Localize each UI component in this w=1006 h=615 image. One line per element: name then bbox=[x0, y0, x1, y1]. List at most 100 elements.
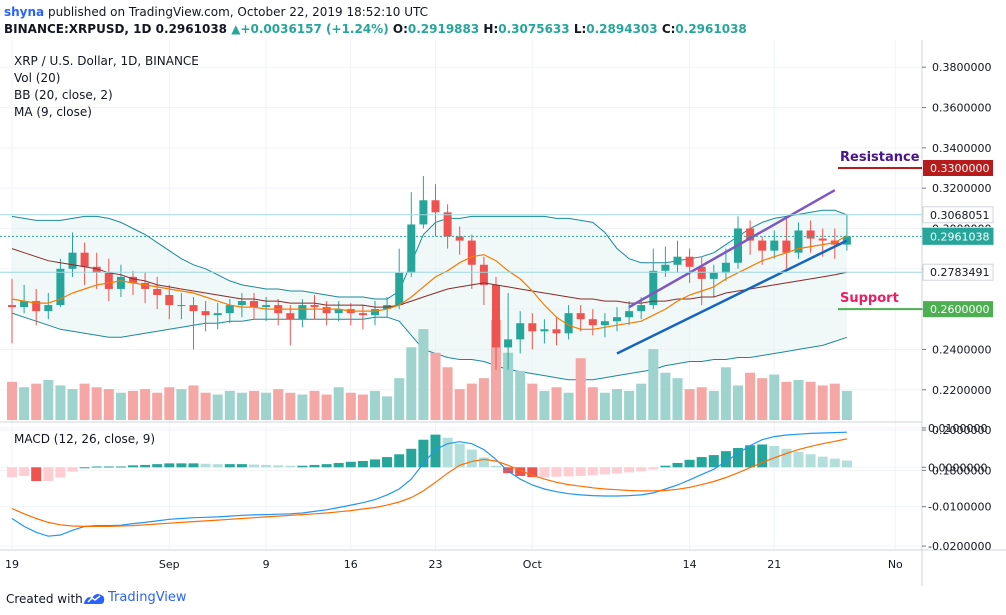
resistance-price-box bbox=[923, 159, 993, 176]
volume-bar bbox=[7, 381, 17, 420]
candle-body bbox=[588, 319, 597, 326]
bollinger-basis-line bbox=[11, 248, 848, 308]
tradingview-brand[interactable]: TradingView bbox=[108, 590, 187, 605]
publisher-name[interactable]: shyna bbox=[4, 5, 45, 19]
macd-histogram-bar bbox=[769, 446, 780, 468]
open-label: O: bbox=[392, 22, 408, 36]
volume-bar bbox=[720, 367, 731, 420]
macd-histogram-bar bbox=[140, 464, 151, 468]
macd-histogram-bar bbox=[261, 464, 272, 468]
volume-bar bbox=[648, 349, 659, 420]
macd-histogram-bar bbox=[612, 467, 622, 474]
candle-body bbox=[661, 264, 670, 271]
macd-histogram-bar bbox=[708, 455, 719, 468]
price-tick-label: 0.2400000 bbox=[932, 343, 992, 356]
close-value: 0.2961038 bbox=[675, 22, 747, 36]
volume-bar bbox=[176, 389, 187, 420]
open-value: 0.2919883 bbox=[407, 22, 480, 36]
candle-body bbox=[455, 236, 464, 241]
legend-title: XRP / U.S. Dollar, 1D, BINANCE bbox=[14, 54, 199, 68]
volume-bar bbox=[539, 390, 550, 420]
volume-bar bbox=[333, 387, 344, 420]
macd-histogram-bar bbox=[829, 458, 840, 468]
volume-bar bbox=[418, 329, 429, 420]
macd-histogram-bar bbox=[418, 439, 429, 468]
candle-body bbox=[250, 301, 258, 308]
candle-body bbox=[262, 305, 271, 308]
macd-histogram-bar bbox=[321, 464, 332, 468]
macd-tick-label: 0.0100000 bbox=[928, 422, 988, 435]
resistance-label: Resistance bbox=[840, 150, 920, 165]
candle-body bbox=[794, 230, 803, 253]
created-with-text: Created with bbox=[6, 592, 83, 606]
candle-body bbox=[201, 311, 210, 316]
volume-bar bbox=[624, 390, 635, 420]
macd-histogram-bar bbox=[273, 465, 284, 468]
support-price-box bbox=[923, 301, 993, 318]
candle-body bbox=[80, 252, 89, 267]
publish-line: shyna published on TradingView.com, Octo… bbox=[4, 5, 428, 19]
candle-body bbox=[685, 256, 694, 267]
candle-body bbox=[613, 317, 621, 322]
macd-histogram-bar bbox=[430, 434, 441, 468]
volume-bar bbox=[745, 372, 756, 420]
volume-bar bbox=[345, 392, 356, 420]
macd-histogram-bar bbox=[733, 447, 743, 468]
macd-histogram-bar bbox=[466, 449, 477, 468]
channel-lower-trendline bbox=[616, 239, 848, 355]
candle-body bbox=[177, 305, 186, 307]
price-tick-label: 0.2200000 bbox=[932, 384, 992, 397]
candle-body bbox=[492, 284, 500, 348]
macd-histogram-bar bbox=[442, 437, 453, 468]
macd-histogram-bar bbox=[527, 467, 538, 478]
candle-body bbox=[310, 305, 319, 308]
volume-bar bbox=[273, 389, 284, 420]
candle-body bbox=[225, 305, 234, 314]
volume-bar bbox=[503, 352, 514, 420]
annotations: Resistance 0.3300000 Support 0.2600000 bbox=[838, 150, 993, 318]
candle-body bbox=[165, 295, 174, 306]
bollinger-upper-line bbox=[11, 209, 848, 300]
volume-bar bbox=[466, 383, 477, 420]
macd-signal-line bbox=[11, 438, 848, 527]
macd-histogram-bar bbox=[19, 467, 30, 476]
candle-body bbox=[20, 301, 29, 308]
legend-bollinger: BB (20, close, 2) bbox=[14, 88, 113, 102]
macd-histogram-bar bbox=[188, 463, 199, 468]
macd-histogram-bar bbox=[128, 465, 138, 468]
candle-body bbox=[637, 305, 646, 312]
candle-body bbox=[625, 311, 634, 318]
price-tick-label: 0.3200000 bbox=[932, 182, 992, 195]
moving-average-line bbox=[11, 234, 848, 330]
macd-histogram-bar bbox=[624, 467, 635, 473]
low-value: 0.2894303 bbox=[586, 22, 658, 36]
volume-bars bbox=[7, 320, 852, 420]
price-marker-label: 0.3068051 bbox=[930, 209, 990, 222]
volume-bar bbox=[103, 389, 114, 420]
candle-body bbox=[116, 276, 125, 289]
candle-body bbox=[56, 268, 65, 306]
resistance-price-label: 0.3300000 bbox=[930, 162, 990, 175]
time-tick-label: 21 bbox=[767, 558, 781, 571]
candle-body bbox=[479, 264, 488, 285]
change-arrow-icon: ▲ bbox=[231, 22, 241, 36]
volume-bar bbox=[430, 352, 441, 420]
macd-histogram-bar bbox=[31, 467, 42, 482]
candle-body bbox=[371, 309, 379, 316]
volume-bar bbox=[672, 378, 683, 420]
channel-upper-trendline bbox=[628, 189, 836, 309]
price-tick-label: 0.2000000 bbox=[932, 424, 992, 437]
support-price-label: 0.2600000 bbox=[930, 303, 990, 316]
price-chart[interactable]: 0.22000000.24000000.26000000.28000000.30… bbox=[0, 40, 1006, 586]
volume-bar bbox=[599, 392, 610, 420]
volume-bar bbox=[164, 387, 175, 420]
candle-body bbox=[334, 309, 343, 314]
volume-bar bbox=[67, 389, 78, 420]
volume-bar bbox=[115, 392, 126, 420]
candle-body bbox=[758, 240, 767, 251]
macd-histogram-bar bbox=[176, 463, 187, 468]
indicator-lines bbox=[0, 189, 922, 355]
volume-bar bbox=[769, 374, 780, 420]
volume-bar bbox=[454, 389, 465, 420]
macd-histogram-bar bbox=[599, 467, 610, 475]
